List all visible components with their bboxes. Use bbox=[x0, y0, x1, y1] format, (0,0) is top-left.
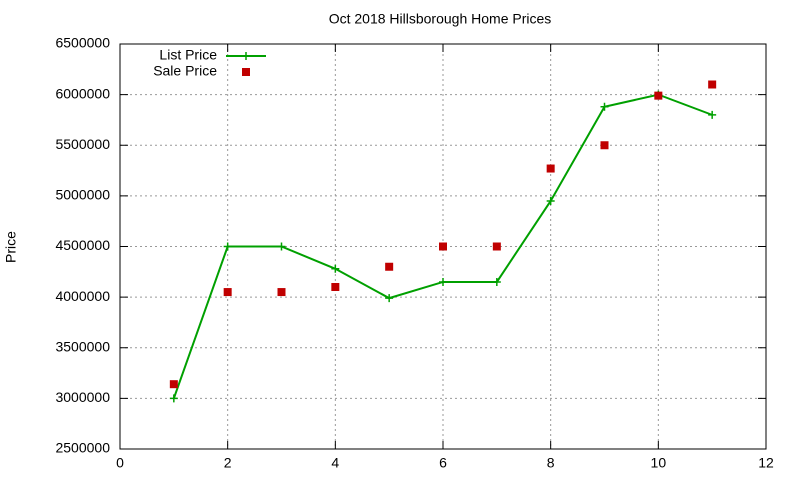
point-marker bbox=[223, 288, 232, 297]
y-tick-label: 5500000 bbox=[55, 136, 110, 152]
x-tick-label: 12 bbox=[758, 455, 774, 471]
point-marker bbox=[385, 294, 394, 303]
point-marker bbox=[439, 242, 447, 251]
legend-marker bbox=[242, 52, 250, 60]
point-marker bbox=[546, 164, 555, 173]
point-marker bbox=[331, 264, 340, 273]
point-marker bbox=[654, 91, 663, 100]
y-axis-label: Price bbox=[3, 231, 19, 263]
x-tick-label: 10 bbox=[651, 455, 667, 471]
y-tick-label: 4500000 bbox=[55, 237, 110, 253]
point-marker bbox=[492, 277, 501, 286]
point-marker bbox=[331, 283, 340, 291]
y-tick-label: 3500000 bbox=[55, 338, 110, 354]
y-tick-label: 3000000 bbox=[55, 389, 110, 405]
point-marker bbox=[600, 102, 609, 111]
chart-title: Oct 2018 Hillsborough Home Prices bbox=[329, 11, 552, 27]
x-tick-label: 4 bbox=[331, 455, 339, 471]
point-marker bbox=[223, 242, 232, 251]
x-tick-label: 8 bbox=[547, 455, 555, 471]
legend-marker bbox=[242, 68, 250, 76]
y-tick-label: 6500000 bbox=[55, 35, 110, 51]
y-tick-label: 6000000 bbox=[55, 85, 110, 101]
point-marker bbox=[169, 380, 178, 389]
point-marker bbox=[439, 277, 447, 286]
point-marker bbox=[169, 394, 178, 403]
point-marker bbox=[708, 110, 717, 119]
legend-label: List Price bbox=[159, 47, 217, 63]
point-marker bbox=[600, 141, 609, 150]
y-tick-label: 5000000 bbox=[55, 187, 110, 203]
point-marker bbox=[492, 242, 501, 251]
legend-label: Sale Price bbox=[153, 63, 217, 79]
point-marker bbox=[277, 288, 286, 297]
point-marker bbox=[708, 80, 717, 89]
x-tick-label: 0 bbox=[116, 455, 124, 471]
point-marker bbox=[277, 242, 286, 251]
y-tick-label: 2500000 bbox=[55, 440, 110, 456]
plot-frame bbox=[119, 43, 767, 450]
x-tick-label: 6 bbox=[439, 455, 447, 471]
x-tick-label: 2 bbox=[224, 455, 232, 471]
point-marker bbox=[546, 196, 555, 205]
y-tick-label: 4000000 bbox=[55, 288, 110, 304]
point-marker bbox=[385, 262, 394, 271]
